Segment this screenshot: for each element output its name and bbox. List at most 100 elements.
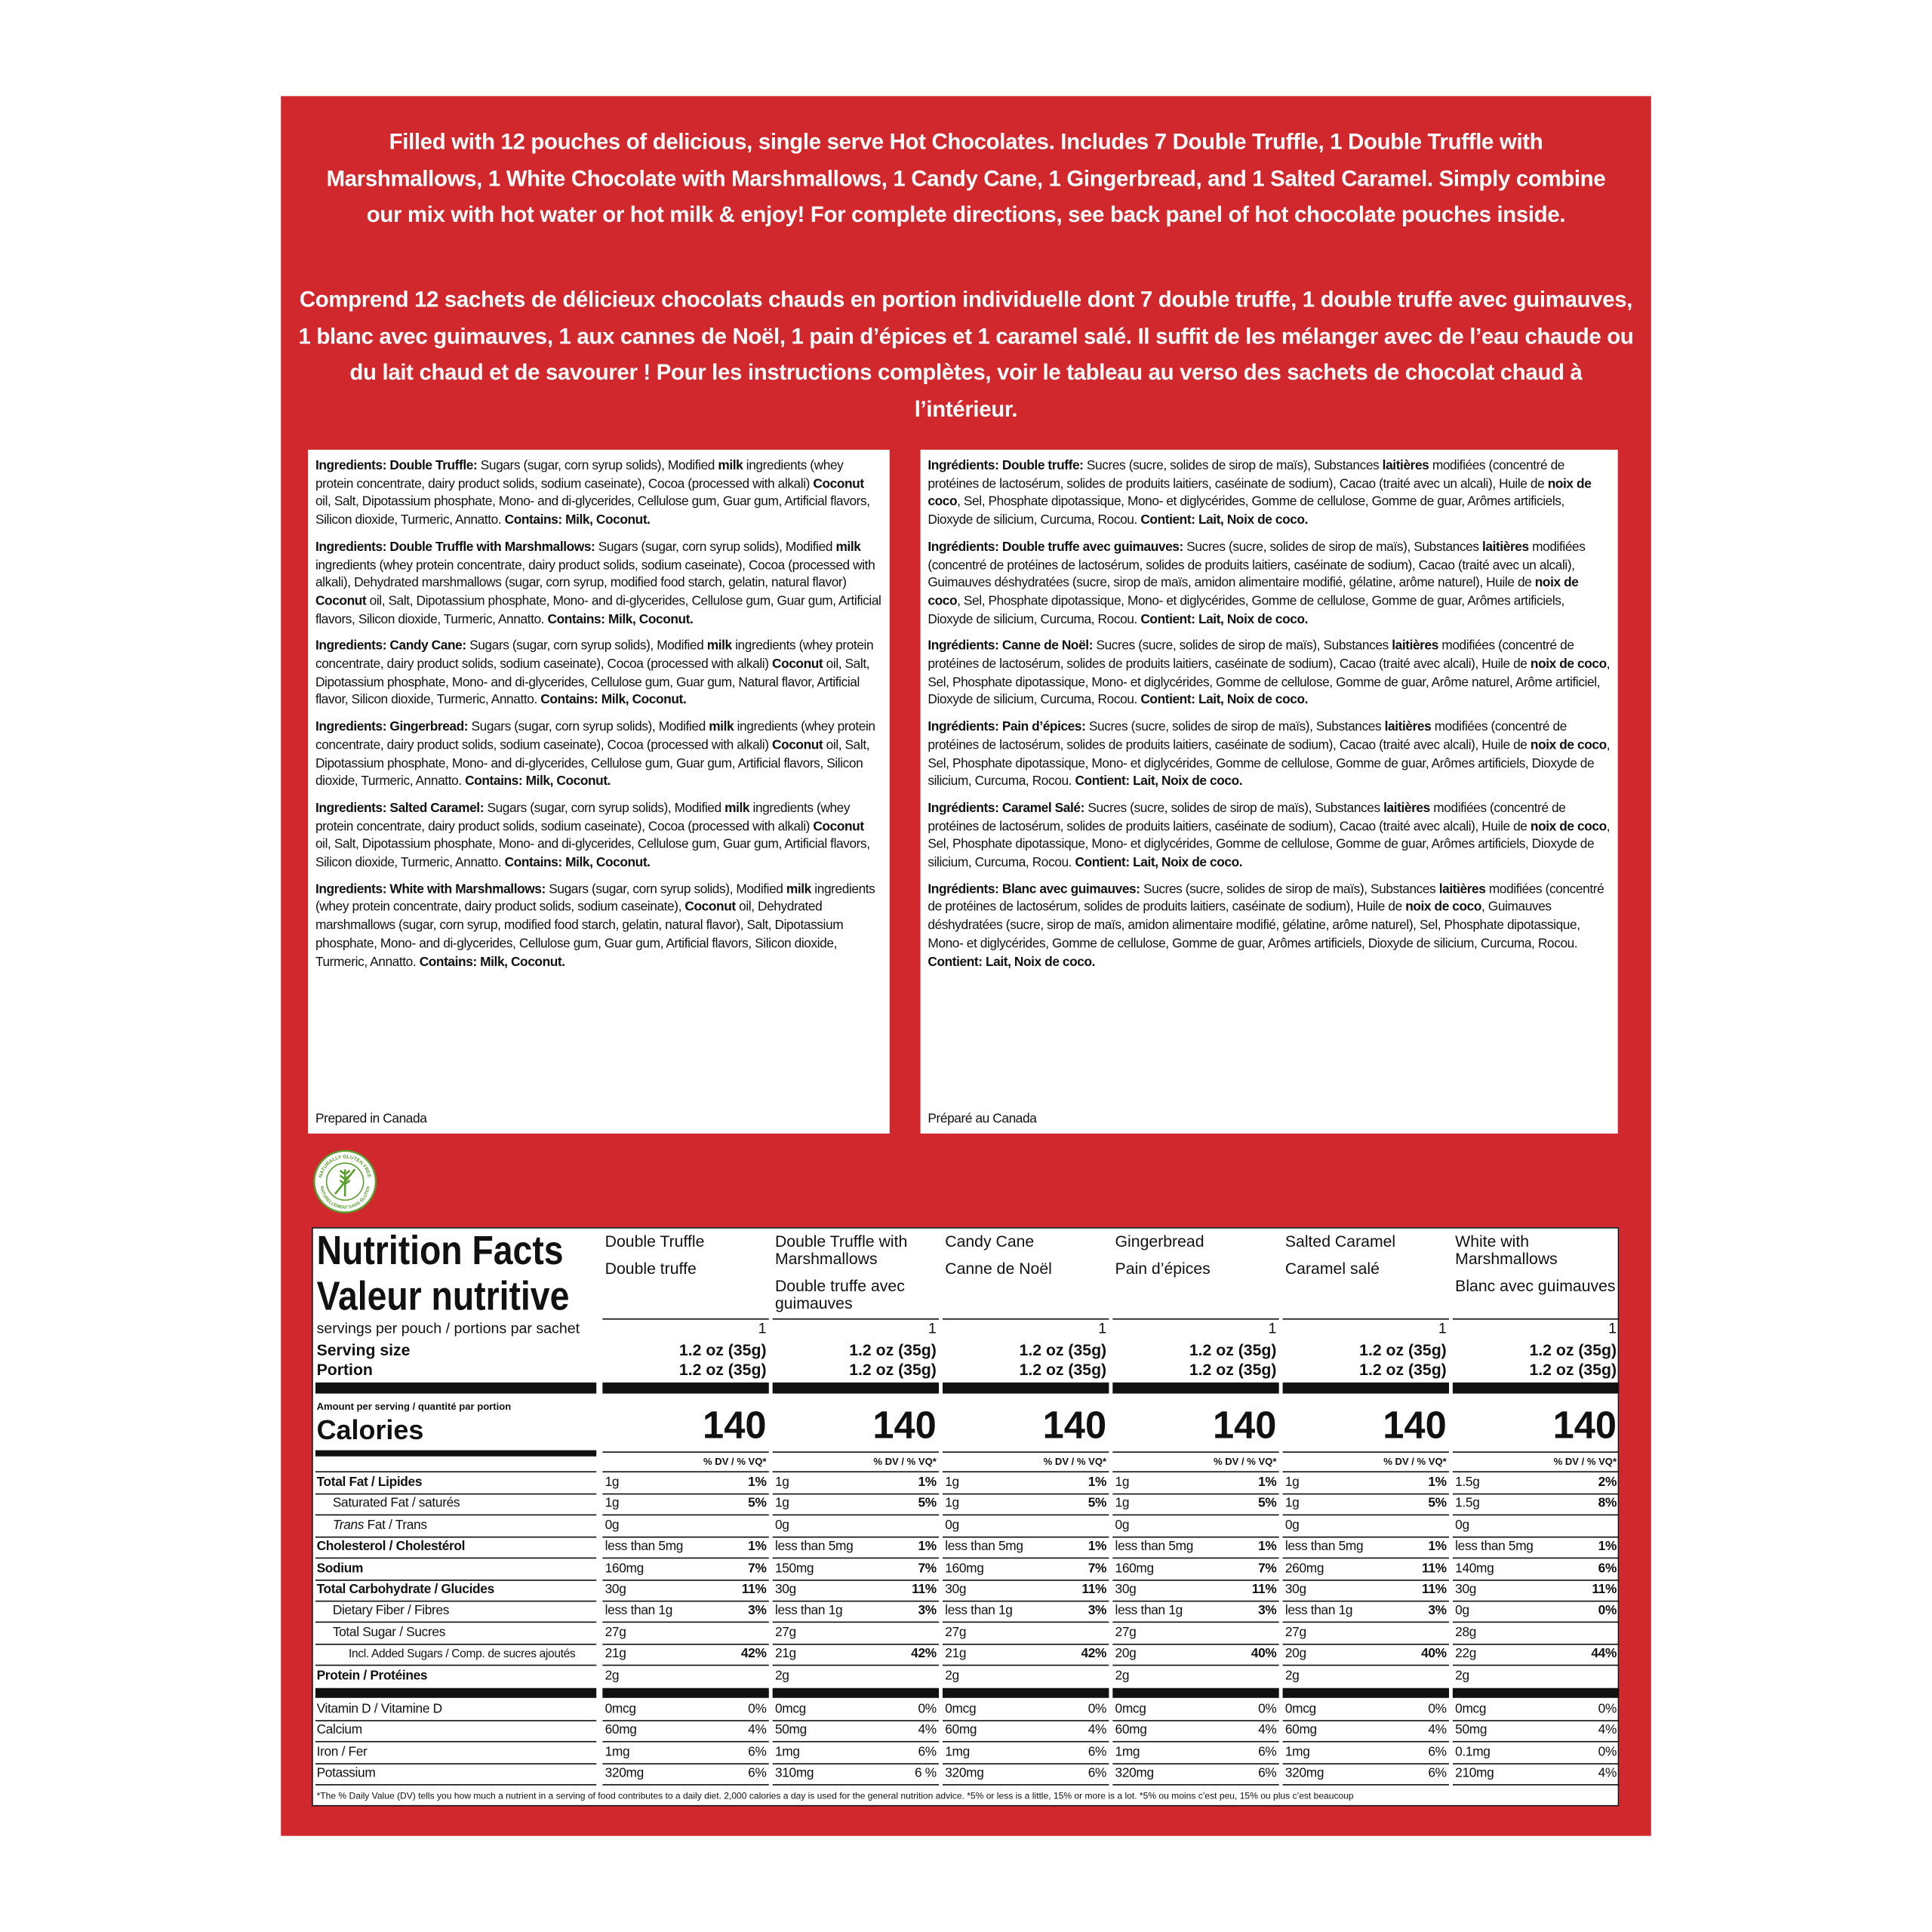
rule bbox=[315, 1664, 597, 1666]
bold-text: Coconut bbox=[315, 593, 367, 609]
rule bbox=[1452, 1643, 1620, 1645]
dv-header: % DV / % VQ* bbox=[1043, 1456, 1107, 1468]
nutrient-amount: 0g bbox=[1115, 1518, 1130, 1533]
bold-text: noix de coco bbox=[928, 476, 1592, 509]
vitamin-amount: 50mg bbox=[1455, 1723, 1487, 1738]
nutrient-amount: 2g bbox=[605, 1667, 620, 1683]
vitamin-dv: 6 % bbox=[914, 1765, 937, 1781]
ingredient-paragraph: Ingrédients: Blanc avec guimauves: Sucre… bbox=[928, 881, 1610, 971]
nutrient-amount: less than 5mg bbox=[774, 1539, 854, 1555]
rule bbox=[1112, 1536, 1279, 1538]
nutrient-dv: 11% bbox=[1422, 1582, 1447, 1597]
product-name: White with Marshmallows Blanc avec guimau… bbox=[1455, 1232, 1617, 1295]
servings: 1 bbox=[1098, 1319, 1107, 1337]
nutrient-dv: 11% bbox=[1422, 1560, 1447, 1576]
italic-text: Trans bbox=[332, 1518, 365, 1533]
vitamin-amount: 310mg bbox=[774, 1765, 814, 1781]
nutrient-amount: 1g bbox=[1284, 1496, 1300, 1512]
rule bbox=[602, 1579, 769, 1580]
text: ingredients (whey protein concentrate, d… bbox=[315, 719, 875, 753]
bold-text: Coconut bbox=[813, 476, 864, 491]
bold-text: Coconut bbox=[813, 819, 864, 834]
text: Sucres (sucre, solides de sirop de maïs)… bbox=[1183, 539, 1483, 555]
rule bbox=[315, 1450, 597, 1457]
rule bbox=[1282, 1600, 1450, 1602]
rule bbox=[1282, 1536, 1450, 1538]
rule bbox=[315, 1493, 597, 1495]
rule bbox=[772, 1471, 940, 1473]
vitamin-label: Potassium bbox=[316, 1765, 376, 1781]
servings: 1 bbox=[1438, 1319, 1447, 1337]
nutrient-dv: 3% bbox=[918, 1603, 937, 1619]
bold-text: Contains: Milk, Coconut. bbox=[419, 954, 565, 970]
serving-size: 1.2 oz (35g) bbox=[1359, 1340, 1447, 1359]
nutrient-dv: 40% bbox=[1251, 1646, 1277, 1662]
nutrient-dv: 5% bbox=[918, 1496, 937, 1512]
bold-text: Ingredients: Double Truffle: bbox=[315, 458, 478, 473]
rule bbox=[1282, 1515, 1450, 1516]
nutrient-dv: 42% bbox=[1081, 1646, 1107, 1662]
nutrient-amount: 1g bbox=[605, 1496, 620, 1512]
rule bbox=[1452, 1762, 1620, 1764]
nutrient-amount: 0g bbox=[1455, 1603, 1469, 1619]
nutrition-title: Nutrition Facts bbox=[316, 1227, 564, 1273]
nutrient-amount: 1g bbox=[774, 1475, 789, 1490]
nutrient-amount: 1g bbox=[945, 1475, 959, 1490]
text: , Sel, Phosphate dipotassique, Mono- et … bbox=[928, 737, 1611, 789]
bold-text: Contient: Lait, Noix de coco. bbox=[1075, 774, 1243, 789]
nutrient-amount: 1g bbox=[774, 1496, 789, 1512]
nutrient-amount: 0g bbox=[774, 1518, 789, 1533]
dv-header: % DV / % VQ* bbox=[703, 1456, 767, 1468]
nutrient-label: Protein / Protéines bbox=[317, 1666, 598, 1687]
nutrient-amount: 0g bbox=[1284, 1518, 1300, 1533]
vitamin-amount: 0mcg bbox=[774, 1701, 806, 1717]
nutrient-dv: 2% bbox=[1598, 1475, 1617, 1490]
portion: 1.2 oz (35g) bbox=[678, 1360, 767, 1379]
rule bbox=[772, 1622, 940, 1623]
nutrient-amount: 1g bbox=[1115, 1475, 1130, 1490]
rule bbox=[1282, 1664, 1450, 1666]
rule bbox=[942, 1720, 1109, 1721]
vitamin-dv: 0% bbox=[1088, 1701, 1107, 1717]
serving-size: 1.2 oz (35g) bbox=[1189, 1340, 1277, 1359]
portion: 1.2 oz (35g) bbox=[1019, 1360, 1107, 1379]
serving-size: 1.2 oz (35g) bbox=[678, 1340, 767, 1359]
ingredient-paragraph: Ingrédients: Pain d’épices: Sucres (sucr… bbox=[928, 718, 1610, 791]
nutrition-title-fr: Valeur nutritive bbox=[316, 1272, 570, 1318]
bold-text: Ingredients: Salted Caramel: bbox=[315, 801, 485, 816]
nutrient-amount: less than 5mg bbox=[1455, 1539, 1534, 1555]
ingredient-paragraph: Ingredients: Salted Caramel: Sugars (sug… bbox=[315, 800, 882, 872]
product-name-en: Gingerbread bbox=[1115, 1232, 1204, 1251]
rule bbox=[1452, 1784, 1620, 1786]
text: oil, Salt, Dipotassium phosphate, Mono- … bbox=[315, 657, 870, 708]
rule bbox=[1452, 1536, 1620, 1538]
ingredient-paragraph: Ingredients: Double Truffle: Sugars (sug… bbox=[315, 457, 882, 530]
bold-text: noix de coco bbox=[1530, 737, 1607, 753]
nutrient-dv: 1% bbox=[1258, 1475, 1277, 1490]
bold-text: milk bbox=[724, 801, 750, 816]
nutrient-dv: 5% bbox=[1428, 1496, 1447, 1512]
nutrient-amount: less than 1g bbox=[774, 1603, 843, 1619]
vitamin-dv: 6% bbox=[1428, 1765, 1447, 1781]
rule bbox=[315, 1741, 597, 1743]
vitamin-amount: 60mg bbox=[945, 1723, 977, 1738]
bold-text: milk bbox=[786, 881, 811, 897]
vitamin-dv: 4% bbox=[1598, 1765, 1617, 1781]
nutrient-dv: 1% bbox=[748, 1475, 767, 1490]
text: modifiées (concentré de protéines de lac… bbox=[928, 458, 1565, 491]
nutrient-dv: 5% bbox=[1258, 1496, 1277, 1512]
product-name-fr: Canne de Noël bbox=[945, 1259, 1052, 1278]
nutrient-dv: 7% bbox=[748, 1560, 767, 1576]
rule bbox=[1112, 1720, 1279, 1721]
nutrient-amount: 30g bbox=[1115, 1582, 1137, 1597]
nutrient-amount: 2g bbox=[1455, 1667, 1469, 1683]
vitamin-dv: 6% bbox=[1428, 1744, 1447, 1760]
bold-text: noix de coco bbox=[928, 575, 1579, 609]
rule bbox=[942, 1536, 1109, 1538]
vitamin-dv: 0% bbox=[748, 1701, 767, 1717]
vitamin-dv: 0% bbox=[918, 1701, 937, 1717]
text: Sugars (sugar, corn syrup solids), Modif… bbox=[477, 458, 718, 473]
rule bbox=[772, 1600, 940, 1602]
dv-header: % DV / % VQ* bbox=[1553, 1456, 1617, 1468]
product-name-fr: Double truffe avec guimauves bbox=[774, 1276, 905, 1312]
